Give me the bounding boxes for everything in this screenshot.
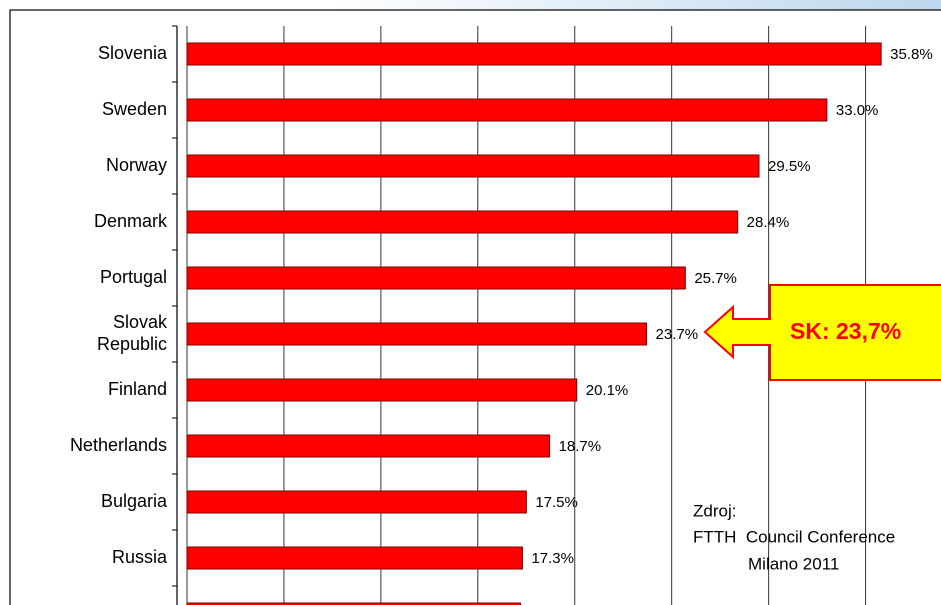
- data-label: 17.5%: [535, 494, 578, 511]
- data-label: 33.0%: [836, 102, 879, 119]
- y-tick-label: Portugal: [100, 267, 167, 287]
- data-label: 28.4%: [747, 214, 790, 231]
- bar: [186, 42, 882, 66]
- y-tick-label: Bulgaria: [101, 491, 168, 511]
- source-text: Milano 2011: [748, 554, 839, 573]
- y-tick-label: Netherlands: [70, 435, 167, 455]
- y-tick-label: Finland: [108, 379, 167, 399]
- bar: [186, 546, 523, 570]
- callout-arrow: [703, 284, 941, 381]
- bar: [186, 210, 739, 234]
- data-label: 18.7%: [559, 438, 602, 455]
- y-tick-label: Slovenia: [98, 43, 168, 63]
- data-label: 29.5%: [768, 158, 811, 175]
- bar: [186, 602, 522, 605]
- y-tick-label: Norway: [106, 155, 167, 175]
- bar: [186, 98, 828, 122]
- header-band: [330, 0, 941, 10]
- y-tick-label: Sweden: [102, 99, 167, 119]
- data-label: 17.3%: [531, 550, 574, 567]
- data-label: 20.1%: [586, 382, 629, 399]
- data-label: 35.8%: [890, 46, 933, 63]
- bar: [186, 434, 551, 458]
- bar: [186, 490, 527, 514]
- data-label: 25.7%: [694, 270, 737, 287]
- y-tick-label: Republic: [97, 334, 167, 354]
- source-text: FTTH Council Conference: [693, 527, 895, 546]
- bar: [186, 266, 686, 290]
- y-tick-label: Russia: [112, 547, 168, 567]
- callout-text: SK: 23,7%: [790, 318, 901, 344]
- bar: [186, 322, 648, 346]
- source-text: Zdroj:: [693, 501, 736, 520]
- data-label: 23.7%: [656, 326, 699, 343]
- bar: [186, 378, 578, 402]
- bar: [186, 154, 760, 178]
- y-tick-label: Denmark: [94, 211, 168, 231]
- y-tick-label: France: [111, 603, 167, 605]
- y-tick-label: Slovak: [113, 312, 168, 332]
